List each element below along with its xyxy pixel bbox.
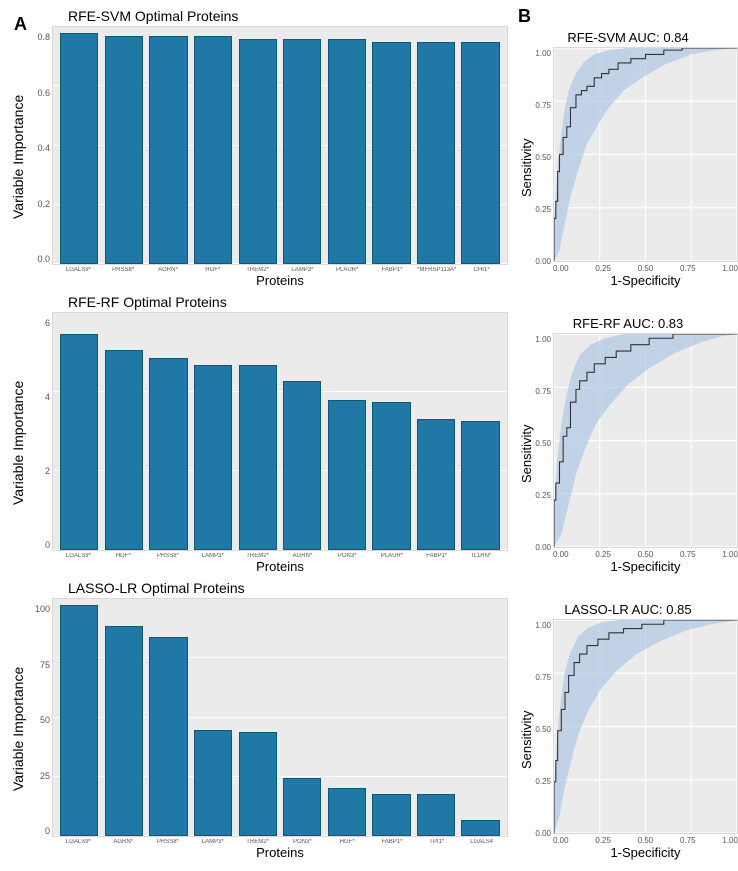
bar (328, 788, 366, 837)
x-ticks: LGALS9*HGF*PRSS8*LAMP3*TREM2*AGRN*PON3*P… (52, 551, 508, 559)
bar (283, 778, 321, 836)
bar (149, 637, 187, 836)
panel-label-b: B (518, 6, 531, 27)
roc-plot (553, 333, 738, 548)
figure-grid: A RFE-SVM Optimal Proteins Variable Impo… (8, 8, 730, 860)
roc-y-label: Sensitivity (518, 619, 535, 860)
bar-plot (52, 598, 508, 837)
bar (239, 365, 277, 550)
x-axis-label: Proteins (52, 273, 508, 288)
roc-y-ticks: 1.000.750.500.250.00 (535, 333, 553, 574)
bar (194, 730, 232, 836)
roc-y-label: Sensitivity (518, 333, 535, 574)
roc-x-ticks: 0.000.250.500.751.00 (553, 548, 738, 559)
bar (239, 39, 277, 264)
roc-panel-rfe-rf: RFE-RF AUC: 0.83 Sensitivity 1.000.750.5… (518, 294, 738, 574)
bar-panel-rfe-svm: A RFE-SVM Optimal Proteins Variable Impo… (8, 8, 508, 288)
bar (417, 794, 455, 836)
bar-plot (52, 26, 508, 265)
roc-y-ticks: 1.000.750.500.250.00 (535, 619, 553, 860)
bar (105, 350, 143, 550)
y-ticks: 0.80.60.40.20.0 (28, 26, 52, 288)
roc-y-label: Sensitivity (518, 47, 535, 288)
bar (417, 419, 455, 550)
y-ticks: 1007550250 (28, 598, 52, 860)
bar (105, 626, 143, 836)
roc-x-label: 1-Specificity (553, 559, 738, 574)
roc-plot (553, 619, 738, 834)
bar (417, 42, 455, 264)
bar (194, 365, 232, 550)
bar (372, 42, 410, 264)
bar (149, 36, 187, 264)
roc-x-label: 1-Specificity (553, 273, 738, 288)
bar (149, 358, 187, 551)
bar (283, 381, 321, 550)
roc-title: RFE-SVM AUC: 0.84 (518, 30, 738, 45)
bar (60, 33, 98, 264)
bar (461, 820, 499, 836)
bar (461, 42, 499, 264)
bar (372, 402, 410, 550)
bar-plot (52, 312, 508, 551)
bar-title: RFE-SVM Optimal Proteins (68, 8, 508, 24)
x-ticks: LGALS9*AGRN*PRSS8*LAMP3*TREM2*PON3*HGF*F… (52, 837, 508, 845)
roc-title: LASSO-LR AUC: 0.85 (518, 602, 738, 617)
bar (60, 605, 98, 836)
bar (372, 794, 410, 836)
roc-x-label: 1-Specificity (553, 845, 738, 860)
bar (461, 421, 499, 550)
roc-y-ticks: 1.000.750.500.250.00 (535, 47, 553, 288)
roc-panel-lasso-lr: LASSO-LR AUC: 0.85 Sensitivity 1.000.750… (518, 580, 738, 860)
roc-title: RFE-RF AUC: 0.83 (518, 316, 738, 331)
y-axis-label: Variable Importance (8, 26, 28, 288)
bar (328, 400, 366, 550)
roc-x-ticks: 0.000.250.500.751.00 (553, 262, 738, 273)
bar (328, 39, 366, 264)
roc-plot (553, 47, 738, 262)
roc-x-ticks: 0.000.250.500.751.00 (553, 834, 738, 845)
bar-panel-lasso-lr: LASSO-LR Optimal Proteins Variable Impor… (8, 580, 508, 860)
bar-title: RFE-RF Optimal Proteins (68, 294, 508, 310)
bar (239, 732, 277, 836)
x-ticks: LGALS9*PRSS8*AGRN*HGF*TREM2*LAMP3*PLAUR*… (52, 265, 508, 273)
bar (105, 36, 143, 264)
bar-title: LASSO-LR Optimal Proteins (68, 580, 508, 596)
roc-panel-rfe-svm: B RFE-SVM AUC: 0.84 Sensitivity 1.000.75… (518, 8, 738, 288)
y-axis-label: Variable Importance (8, 598, 28, 860)
x-axis-label: Proteins (52, 845, 508, 860)
bar-panel-rfe-rf: RFE-RF Optimal Proteins Variable Importa… (8, 294, 508, 574)
bar (60, 334, 98, 550)
bar (283, 39, 321, 264)
bar (194, 36, 232, 264)
y-ticks: 6420 (28, 312, 52, 574)
y-axis-label: Variable Importance (8, 312, 28, 574)
x-axis-label: Proteins (52, 559, 508, 574)
